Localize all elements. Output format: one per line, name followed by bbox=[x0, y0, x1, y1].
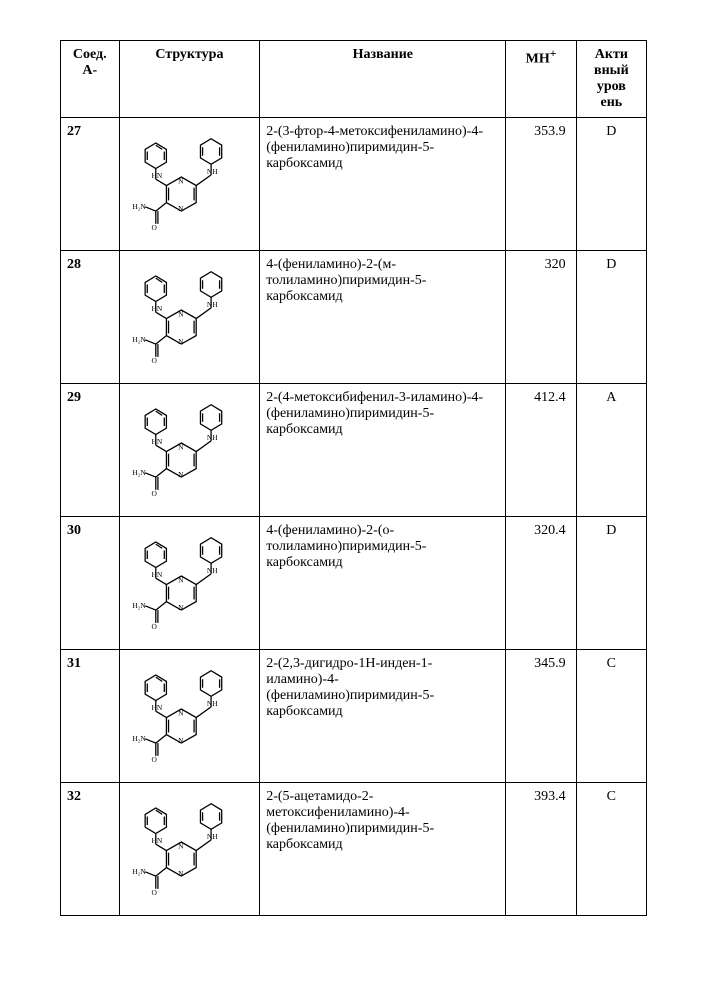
svg-text:HN: HN bbox=[151, 836, 162, 845]
header-id: Соед. А- bbox=[61, 41, 120, 118]
compound-id: 30 bbox=[61, 517, 120, 650]
compound-mh: 412.4 bbox=[506, 384, 576, 517]
header-activity: Акти вный уров ень bbox=[576, 41, 646, 118]
chem-structure-31: HN NH N N H₂N O bbox=[119, 650, 260, 783]
compound-name: 2-(5-ацетамидо-2-метоксифениламино)-4-(ф… bbox=[260, 783, 506, 916]
svg-text:N: N bbox=[178, 708, 184, 717]
svg-text:NH: NH bbox=[206, 433, 217, 442]
svg-text:N: N bbox=[178, 470, 184, 479]
svg-text:NH: NH bbox=[206, 300, 217, 309]
compound-activity: D bbox=[576, 517, 646, 650]
svg-text:O: O bbox=[151, 223, 157, 232]
svg-text:O: O bbox=[151, 622, 157, 631]
svg-text:HN: HN bbox=[151, 703, 162, 712]
compound-name: 4-(фениламино)-2-(о-толиламино)пиримидин… bbox=[260, 517, 506, 650]
chem-structure-icon: HN NH N N H₂N O bbox=[126, 390, 254, 500]
chem-structure-30: HN NH N N H₂N O bbox=[119, 517, 260, 650]
compound-activity: A bbox=[576, 384, 646, 517]
svg-text:O: O bbox=[151, 489, 157, 498]
compound-id: 27 bbox=[61, 118, 120, 251]
header-mh-base: MH bbox=[526, 52, 550, 67]
chem-structure-icon: HN NH N N H₂N O bbox=[126, 523, 254, 633]
svg-text:NH: NH bbox=[206, 167, 217, 176]
svg-text:N: N bbox=[178, 841, 184, 850]
table-row: 29 bbox=[61, 384, 647, 517]
header-name: Название bbox=[260, 41, 506, 118]
compound-mh: 345.9 bbox=[506, 650, 576, 783]
svg-text:N: N bbox=[178, 869, 184, 878]
header-activity-l1: Акти bbox=[595, 47, 628, 62]
svg-text:O: O bbox=[151, 755, 157, 764]
svg-text:NH: NH bbox=[206, 566, 217, 575]
compound-name: 2-(3-фтор-4-метоксифениламино)-4-(фенила… bbox=[260, 118, 506, 251]
svg-text:HN: HN bbox=[151, 171, 162, 180]
header-mh-sup: + bbox=[550, 47, 557, 60]
compound-id: 32 bbox=[61, 783, 120, 916]
table-header-row: Соед. А- Структура Название MH+ Акти вны… bbox=[61, 41, 647, 118]
svg-text:HN: HN bbox=[151, 437, 162, 446]
svg-text:N: N bbox=[178, 309, 184, 318]
chem-structure-32: HN NH N N H₂N O bbox=[119, 783, 260, 916]
table-row: 30 bbox=[61, 517, 647, 650]
chem-structure-icon: HN NH N N H₂N O bbox=[126, 124, 254, 234]
chem-structure-icon: HN NH N N H₂N O bbox=[126, 656, 254, 766]
svg-text:N: N bbox=[178, 442, 184, 451]
compound-mh: 393.4 bbox=[506, 783, 576, 916]
svg-text:HN: HN bbox=[151, 570, 162, 579]
chem-structure-28: HN NH N N H₂N O bbox=[119, 251, 260, 384]
compound-table: Соед. А- Структура Название MH+ Акти вны… bbox=[60, 40, 647, 916]
compound-mh: 320.4 bbox=[506, 517, 576, 650]
chem-structure-29: HN NH N N H₂N O bbox=[119, 384, 260, 517]
compound-name: 2-(2,3-дигидро-1H-инден-1-иламино)-4-(фе… bbox=[260, 650, 506, 783]
compound-activity: D bbox=[576, 118, 646, 251]
compound-mh: 353.9 bbox=[506, 118, 576, 251]
svg-text:N: N bbox=[178, 204, 184, 213]
header-activity-l3: уров bbox=[597, 79, 626, 94]
compound-id: 29 bbox=[61, 384, 120, 517]
svg-text:NH: NH bbox=[206, 832, 217, 841]
header-structure: Структура bbox=[119, 41, 260, 118]
svg-text:H₂N: H₂N bbox=[132, 335, 146, 344]
table-row: 31 bbox=[61, 650, 647, 783]
svg-text:N: N bbox=[178, 575, 184, 584]
svg-text:HN: HN bbox=[151, 304, 162, 313]
header-mh: MH+ bbox=[506, 41, 576, 118]
compound-id: 28 bbox=[61, 251, 120, 384]
svg-text:H₂N: H₂N bbox=[132, 734, 146, 743]
table-body: 27 bbox=[61, 118, 647, 916]
svg-text:N: N bbox=[178, 736, 184, 745]
header-activity-l4: ень bbox=[600, 95, 622, 110]
chem-structure-icon: HN NH N N H₂N O bbox=[126, 789, 254, 899]
svg-text:H₂N: H₂N bbox=[132, 601, 146, 610]
compound-name: 4-(фениламино)-2-(м-толиламино)пиримидин… bbox=[260, 251, 506, 384]
chem-structure-icon: HN NH N N H₂N O bbox=[126, 257, 254, 367]
svg-text:N: N bbox=[178, 176, 184, 185]
chem-structure-27: HN NH N N H₂N O bbox=[119, 118, 260, 251]
svg-text:O: O bbox=[151, 888, 157, 897]
compound-id: 31 bbox=[61, 650, 120, 783]
table-row: 32 bbox=[61, 783, 647, 916]
svg-text:H₂N: H₂N bbox=[132, 468, 146, 477]
header-activity-l2: вный bbox=[594, 63, 629, 78]
compound-activity: C bbox=[576, 783, 646, 916]
svg-text:NH: NH bbox=[206, 699, 217, 708]
svg-text:N: N bbox=[178, 603, 184, 612]
compound-mh: 320 bbox=[506, 251, 576, 384]
svg-text:H₂N: H₂N bbox=[132, 867, 146, 876]
svg-text:N: N bbox=[178, 337, 184, 346]
svg-text:O: O bbox=[151, 356, 157, 365]
table-row: 27 bbox=[61, 118, 647, 251]
svg-text:H₂N: H₂N bbox=[132, 202, 146, 211]
table-row: 28 bbox=[61, 251, 647, 384]
compound-activity: D bbox=[576, 251, 646, 384]
compound-name: 2-(4-метоксибифенил-3-иламино)-4-(фенила… bbox=[260, 384, 506, 517]
compound-activity: C bbox=[576, 650, 646, 783]
